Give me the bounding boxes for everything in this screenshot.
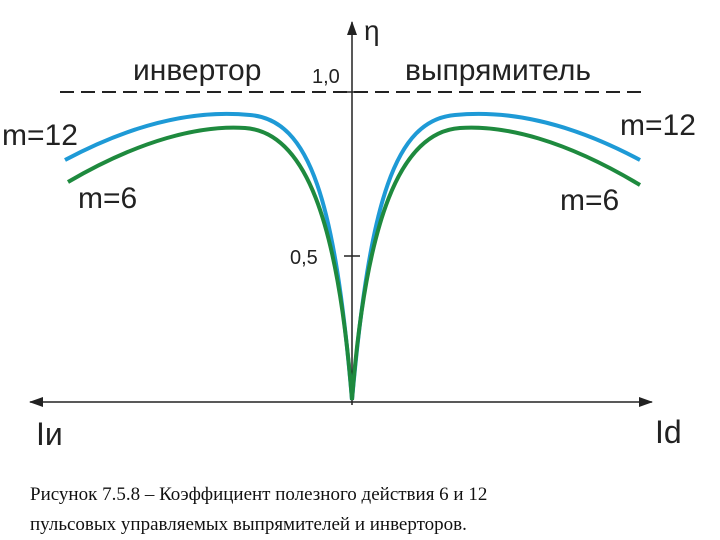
- tick-label: 1,0: [312, 66, 340, 88]
- curve-label: m=6: [78, 182, 137, 215]
- caption: Рисунок 7.5.8 – Коэффициент полезного де…: [30, 484, 487, 505]
- curve-m6-right: [350, 125, 642, 401]
- region-label: инвертор: [133, 54, 261, 87]
- curve-label: m=6: [560, 184, 619, 217]
- tick-label: 0,5: [290, 247, 318, 269]
- x-right-label: Id: [655, 414, 682, 450]
- curve-label: m=12: [620, 109, 696, 142]
- curve-label: m=12: [2, 119, 78, 152]
- curve-m6-left: [66, 125, 354, 401]
- x-left-label: Iи: [36, 416, 63, 452]
- y-axis-label: η: [364, 15, 380, 46]
- caption: пульсовых управляемых выпрямителей и инв…: [30, 514, 467, 535]
- region-label: выпрямитель: [405, 54, 591, 87]
- curve-m12-right: [350, 111, 641, 401]
